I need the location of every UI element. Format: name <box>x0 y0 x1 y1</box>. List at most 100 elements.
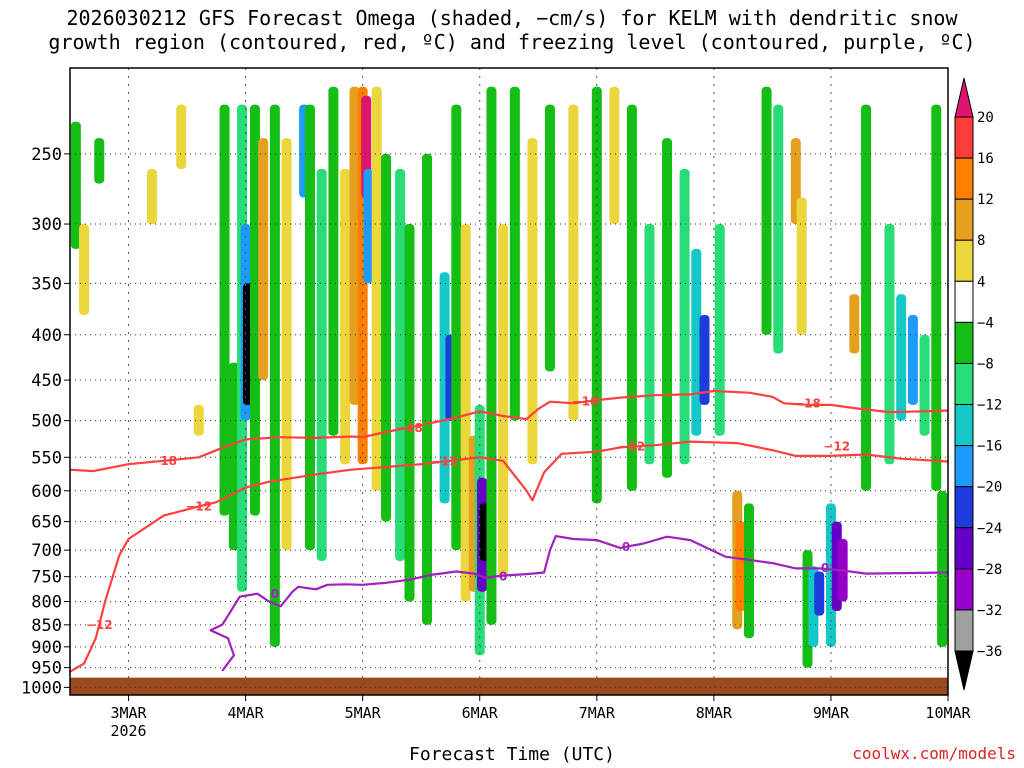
terrain-layer <box>70 677 948 695</box>
omega-cell <box>626 104 637 491</box>
y-tick-label: 900 <box>31 638 62 658</box>
colorbar-label: 16 <box>977 151 994 167</box>
y-tick-label: 950 <box>31 659 62 679</box>
omega-cell <box>371 86 382 491</box>
contour-label: −12 <box>185 500 212 514</box>
omega-cell <box>691 248 702 436</box>
omega-cell <box>79 224 90 316</box>
y-tick-label: 850 <box>31 616 62 636</box>
colorbar-label: 12 <box>977 192 994 208</box>
omega-cell <box>679 168 690 465</box>
contour-label: −18 <box>572 395 599 409</box>
omega-cell <box>773 104 784 354</box>
chart-title: 2026030212 GFS Forecast Omega (shaded, −… <box>0 6 1024 54</box>
omega-cell <box>340 168 351 465</box>
omega-cell <box>919 334 930 436</box>
colorbar-label: −32 <box>977 603 1002 619</box>
omega-cell <box>568 104 579 421</box>
x-tick-label: 9MAR <box>813 704 850 722</box>
colorbar-segment <box>954 568 974 611</box>
colorbar-bottom-arrow <box>954 650 974 691</box>
y-tick-label: 500 <box>31 412 62 432</box>
contour-line <box>70 440 948 673</box>
colorbar-segment <box>954 280 974 323</box>
contour-label: 0 <box>821 561 829 575</box>
omega-cell <box>849 294 860 354</box>
x-tick-label: 4MAR <box>228 704 265 722</box>
omega-cell <box>644 224 655 465</box>
colorbar-segment <box>954 198 974 241</box>
colorbar-label: −28 <box>977 562 1002 578</box>
chart-title-line-2: growth region (contoured, red, ºC) and f… <box>48 30 976 54</box>
omega-cell <box>699 315 710 405</box>
omega-cell <box>328 86 339 436</box>
contour-label: −12 <box>619 440 646 454</box>
colorbar-top-arrow <box>954 77 974 118</box>
credit-link[interactable]: coolwx.com/models <box>852 744 1016 763</box>
contour-label: −12 <box>431 454 458 468</box>
omega-cell <box>498 224 509 577</box>
contour-label: 0 <box>622 540 630 554</box>
x-tick-label: 7MAR <box>579 704 616 722</box>
omega-cell <box>931 104 942 491</box>
colorbar-segment <box>954 321 974 364</box>
omega-cell <box>193 404 204 436</box>
y-tick-label: 600 <box>31 482 62 502</box>
contour-label: −12 <box>86 618 113 632</box>
forecast-chart: −18 −18 −18 −18 −12 −12 −12 −12 −12 0 0 0 0 250 300 35… <box>21 67 1002 740</box>
colorbar-segment <box>954 527 974 570</box>
omega-cell <box>486 86 497 625</box>
omega-cell <box>544 104 555 372</box>
contour-label: −18 <box>150 454 177 468</box>
colorbar-segment <box>954 404 974 447</box>
plot-frame <box>69 67 949 696</box>
omega-cell <box>349 86 360 405</box>
omega-cell <box>814 571 825 616</box>
colorbar-label: 8 <box>977 233 985 249</box>
omega-cell <box>735 521 746 612</box>
omega-cell <box>884 224 895 465</box>
omega-cell <box>395 168 406 561</box>
colorbar-segment <box>954 486 974 529</box>
omega-cell <box>896 294 907 421</box>
colorbar-segment <box>954 609 974 652</box>
colorbar-label: −20 <box>977 480 1002 496</box>
contour-line <box>70 389 948 473</box>
colorbar-segment <box>954 362 974 406</box>
omega-cell <box>527 138 538 465</box>
x-axis-label: Forecast Time (UTC) <box>409 744 615 765</box>
omega-cell <box>451 104 462 551</box>
omega-cell <box>94 138 105 184</box>
omega-cell <box>761 86 772 335</box>
omega-cell <box>269 104 280 647</box>
omega-cell <box>460 224 471 602</box>
omega-cell <box>422 153 433 625</box>
contour-line <box>209 534 948 672</box>
colorbar-label: 4 <box>977 274 985 290</box>
y-tick-label: 300 <box>31 215 62 235</box>
contour-label: −18 <box>794 396 821 410</box>
x-tick-label: 10MAR <box>925 704 971 722</box>
colorbar-label: −36 <box>977 644 1002 660</box>
omega-shading-layer <box>70 86 948 668</box>
colorbar-label: −8 <box>977 356 994 372</box>
omega-cell <box>228 362 239 551</box>
chart-title-line-1: 2026030212 GFS Forecast Omega (shaded, −… <box>66 6 958 30</box>
omega-cell <box>304 104 315 551</box>
omega-cell <box>937 490 948 647</box>
omega-cell <box>363 168 374 284</box>
omega-cell <box>609 86 620 225</box>
contour-label: 0 <box>271 587 279 601</box>
omega-cell <box>281 138 292 551</box>
contour-label: −18 <box>396 421 423 435</box>
colorbar-label: −24 <box>977 521 1002 537</box>
y-tick-label: 650 <box>31 513 62 533</box>
omega-cell <box>176 104 187 169</box>
y-axis: 2503003504004505005506006507007508008509… <box>21 145 70 698</box>
colorbar-label: 20 <box>977 110 994 126</box>
omega-cell <box>219 104 230 516</box>
omega-cell <box>146 168 157 225</box>
y-tick-label: 250 <box>31 145 62 165</box>
colorbar-label: −4 <box>977 315 994 331</box>
